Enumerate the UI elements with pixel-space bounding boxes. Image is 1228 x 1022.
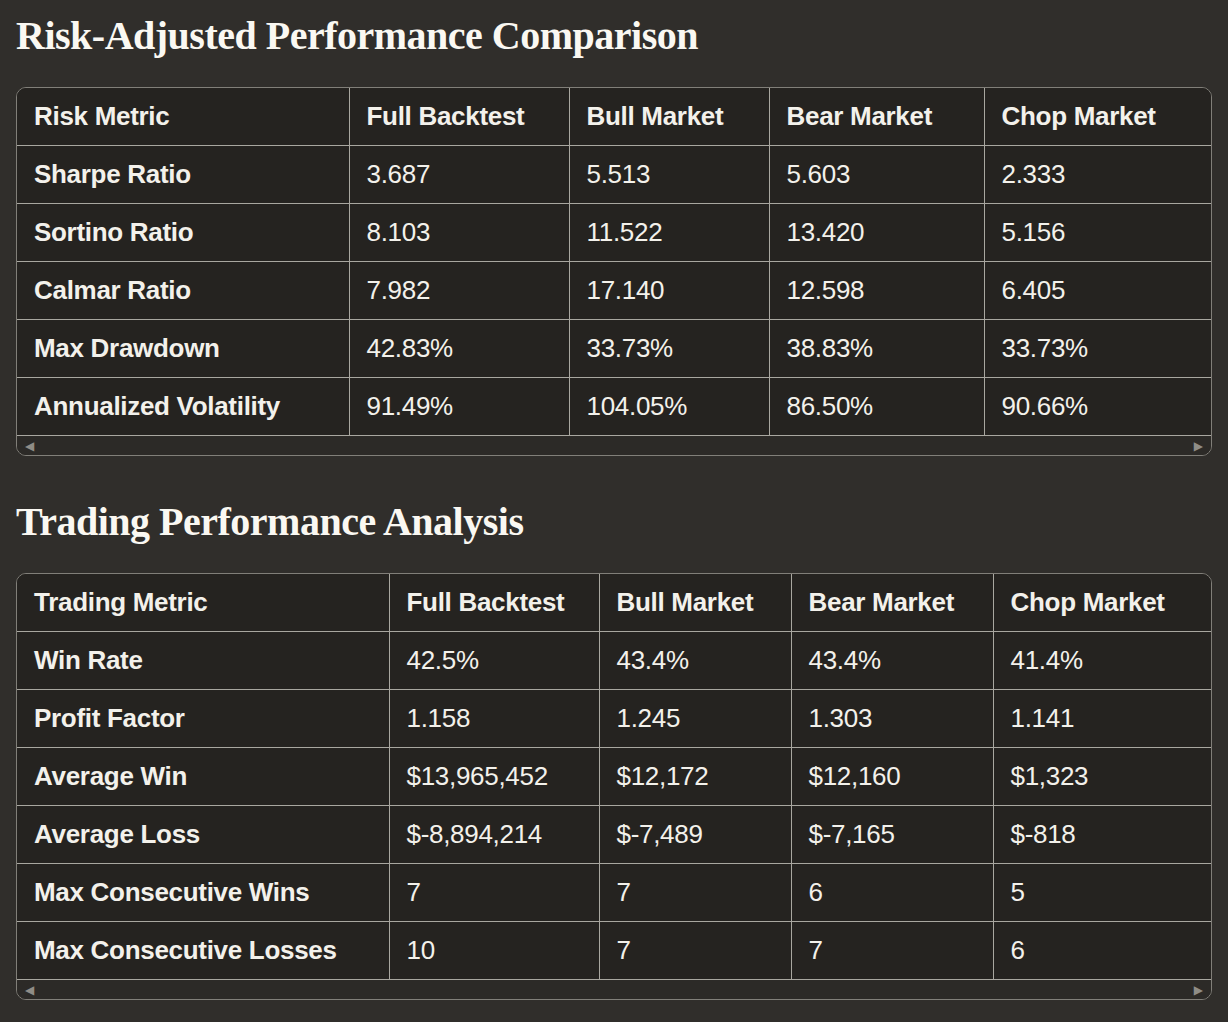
table-row: Average Loss $-8,894,214 $-7,489 $-7,165… bbox=[17, 806, 1211, 864]
header-risk-metric: Risk Metric bbox=[17, 88, 349, 146]
horizontal-scrollbar[interactable]: ◀ ▶ bbox=[17, 435, 1211, 455]
row-label: Max Consecutive Wins bbox=[17, 864, 389, 922]
value-cell: 86.50% bbox=[769, 378, 984, 436]
header-bull-market: Bull Market bbox=[569, 88, 769, 146]
scroll-right-icon[interactable]: ▶ bbox=[1194, 440, 1203, 452]
value-cell: 5.603 bbox=[769, 146, 984, 204]
table-row: Average Win $13,965,452 $12,172 $12,160 … bbox=[17, 748, 1211, 806]
table-row: Max Consecutive Losses 10 7 7 6 bbox=[17, 922, 1211, 980]
trading-section-title: Trading Performance Analysis bbox=[16, 498, 1212, 546]
header-bull-market: Bull Market bbox=[599, 574, 791, 632]
table-row: Sharpe Ratio 3.687 5.513 5.603 2.333 bbox=[17, 146, 1211, 204]
value-cell: 43.4% bbox=[599, 632, 791, 690]
header-full-backtest: Full Backtest bbox=[349, 88, 569, 146]
value-cell: 6 bbox=[791, 864, 993, 922]
row-label: Profit Factor bbox=[17, 690, 389, 748]
value-cell: 1.245 bbox=[599, 690, 791, 748]
value-cell: 7 bbox=[389, 864, 599, 922]
trading-header-row: Trading Metric Full Backtest Bull Market… bbox=[17, 574, 1211, 632]
table-row: Max Consecutive Wins 7 7 6 5 bbox=[17, 864, 1211, 922]
scroll-left-icon[interactable]: ◀ bbox=[25, 984, 34, 996]
value-cell: 7.982 bbox=[349, 262, 569, 320]
value-cell: $-7,165 bbox=[791, 806, 993, 864]
header-chop-market: Chop Market bbox=[984, 88, 1211, 146]
table-row: Annualized Volatility 91.49% 104.05% 86.… bbox=[17, 378, 1211, 436]
table-row: Sortino Ratio 8.103 11.522 13.420 5.156 bbox=[17, 204, 1211, 262]
table-row: Calmar Ratio 7.982 17.140 12.598 6.405 bbox=[17, 262, 1211, 320]
value-cell: 2.333 bbox=[984, 146, 1211, 204]
value-cell: 7 bbox=[599, 922, 791, 980]
value-cell: $12,160 bbox=[791, 748, 993, 806]
value-cell: 43.4% bbox=[791, 632, 993, 690]
trading-performance-section: Trading Performance Analysis Trading Met… bbox=[16, 498, 1212, 1000]
value-cell: 42.5% bbox=[389, 632, 599, 690]
value-cell: 7 bbox=[599, 864, 791, 922]
row-label: Average Win bbox=[17, 748, 389, 806]
value-cell: 33.73% bbox=[569, 320, 769, 378]
header-chop-market: Chop Market bbox=[993, 574, 1211, 632]
value-cell: 33.73% bbox=[984, 320, 1211, 378]
value-cell: 7 bbox=[791, 922, 993, 980]
value-cell: 6 bbox=[993, 922, 1211, 980]
row-label: Sortino Ratio bbox=[17, 204, 349, 262]
header-trading-metric: Trading Metric bbox=[17, 574, 389, 632]
value-cell: $12,172 bbox=[599, 748, 791, 806]
value-cell: 6.405 bbox=[984, 262, 1211, 320]
trading-metrics-table: Trading Metric Full Backtest Bull Market… bbox=[17, 574, 1211, 979]
header-bear-market: Bear Market bbox=[769, 88, 984, 146]
value-cell: 13.420 bbox=[769, 204, 984, 262]
trading-table-container: Trading Metric Full Backtest Bull Market… bbox=[16, 573, 1212, 1000]
value-cell: 8.103 bbox=[349, 204, 569, 262]
value-cell: 1.303 bbox=[791, 690, 993, 748]
row-label: Average Loss bbox=[17, 806, 389, 864]
value-cell: 17.140 bbox=[569, 262, 769, 320]
value-cell: 1.158 bbox=[389, 690, 599, 748]
value-cell: 104.05% bbox=[569, 378, 769, 436]
risk-section-title: Risk-Adjusted Performance Comparison bbox=[16, 12, 1212, 60]
row-label: Sharpe Ratio bbox=[17, 146, 349, 204]
value-cell: 91.49% bbox=[349, 378, 569, 436]
value-cell: $-7,489 bbox=[599, 806, 791, 864]
risk-header-row: Risk Metric Full Backtest Bull Market Be… bbox=[17, 88, 1211, 146]
value-cell: 42.83% bbox=[349, 320, 569, 378]
value-cell: 41.4% bbox=[993, 632, 1211, 690]
value-cell: 11.522 bbox=[569, 204, 769, 262]
table-row: Profit Factor 1.158 1.245 1.303 1.141 bbox=[17, 690, 1211, 748]
row-label: Annualized Volatility bbox=[17, 378, 349, 436]
row-label: Win Rate bbox=[17, 632, 389, 690]
value-cell: $-818 bbox=[993, 806, 1211, 864]
horizontal-scrollbar[interactable]: ◀ ▶ bbox=[17, 979, 1211, 999]
value-cell: 5.513 bbox=[569, 146, 769, 204]
value-cell: 10 bbox=[389, 922, 599, 980]
value-cell: 38.83% bbox=[769, 320, 984, 378]
value-cell: 3.687 bbox=[349, 146, 569, 204]
risk-metrics-table: Risk Metric Full Backtest Bull Market Be… bbox=[17, 88, 1211, 435]
value-cell: 5 bbox=[993, 864, 1211, 922]
scroll-right-icon[interactable]: ▶ bbox=[1194, 984, 1203, 996]
table-row: Win Rate 42.5% 43.4% 43.4% 41.4% bbox=[17, 632, 1211, 690]
row-label: Max Consecutive Losses bbox=[17, 922, 389, 980]
value-cell: $1,323 bbox=[993, 748, 1211, 806]
value-cell: $13,965,452 bbox=[389, 748, 599, 806]
value-cell: 12.598 bbox=[769, 262, 984, 320]
value-cell: 1.141 bbox=[993, 690, 1211, 748]
table-row: Max Drawdown 42.83% 33.73% 38.83% 33.73% bbox=[17, 320, 1211, 378]
value-cell: $-8,894,214 bbox=[389, 806, 599, 864]
value-cell: 5.156 bbox=[984, 204, 1211, 262]
header-full-backtest: Full Backtest bbox=[389, 574, 599, 632]
row-label: Max Drawdown bbox=[17, 320, 349, 378]
row-label: Calmar Ratio bbox=[17, 262, 349, 320]
scroll-left-icon[interactable]: ◀ bbox=[25, 440, 34, 452]
risk-table-container: Risk Metric Full Backtest Bull Market Be… bbox=[16, 87, 1212, 456]
risk-performance-section: Risk-Adjusted Performance Comparison Ris… bbox=[16, 12, 1212, 456]
value-cell: 90.66% bbox=[984, 378, 1211, 436]
header-bear-market: Bear Market bbox=[791, 574, 993, 632]
